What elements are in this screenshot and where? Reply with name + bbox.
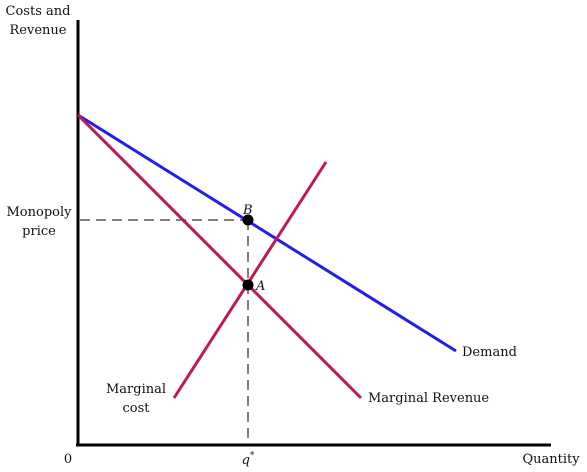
- q-star-label: q*: [242, 451, 255, 468]
- marginal-cost-label-line1: Marginal: [106, 382, 166, 397]
- point-a-label: A: [255, 279, 265, 294]
- point-a-marker: [242, 279, 254, 291]
- y-axis-label-line1: Costs and: [6, 4, 71, 19]
- marginal-cost-label-line2: cost: [122, 401, 150, 416]
- marginal-revenue-label: Marginal Revenue: [368, 391, 489, 406]
- monopoly-price-label-line2: price: [22, 224, 56, 239]
- monopoly-price-label-line1: Monopoly: [7, 205, 73, 220]
- y-axis-label-line2: Revenue: [10, 23, 67, 38]
- x-axis-label: Quantity: [522, 452, 580, 467]
- demand-label: Demand: [462, 345, 517, 360]
- marginal-revenue-line: [76, 113, 363, 400]
- origin-label: 0: [64, 452, 72, 467]
- point-b-label: B: [242, 203, 253, 218]
- point-b-marker: [242, 214, 254, 226]
- demand-line: [77, 113, 457, 353]
